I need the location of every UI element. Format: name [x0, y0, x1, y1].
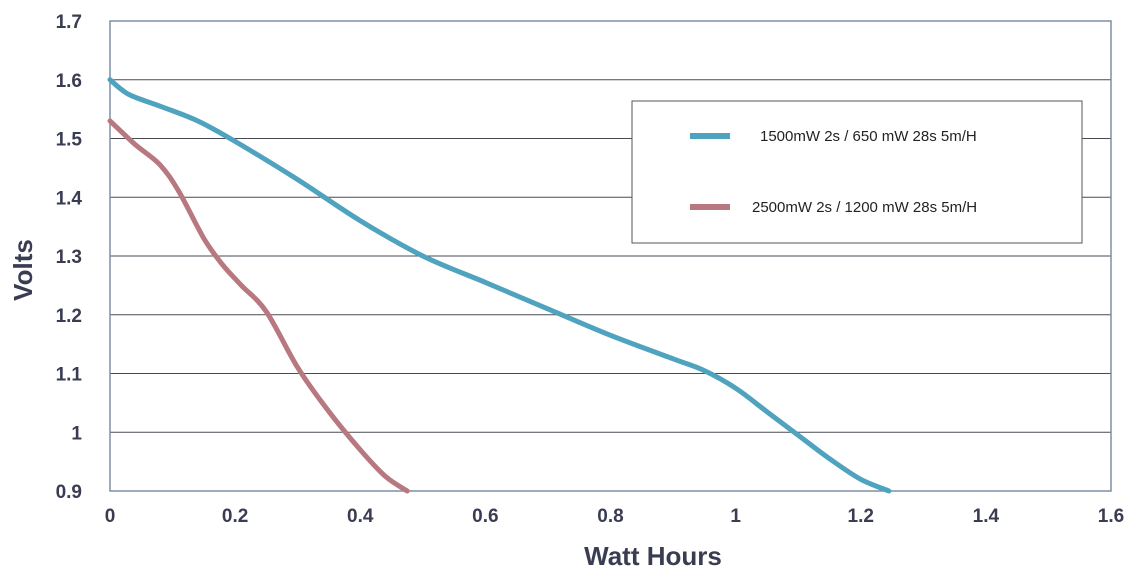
series-lines — [107, 77, 892, 494]
legend-box — [631, 100, 1083, 244]
plot-area-frame — [109, 20, 1112, 492]
x-tick-label: 1 — [730, 506, 741, 527]
y-tick-label: 1 — [71, 423, 82, 444]
y-axis-ticks: 0.9 1 1.1 1.2 1.3 1.4 1.5 1.6 1.7 — [56, 12, 83, 503]
legend-label-series-2: 2500mW 2s / 1200 mW 28s 5m/H — [752, 199, 977, 216]
y-axis-title: Volts — [8, 239, 38, 301]
y-tick-label: 1.2 — [56, 306, 82, 327]
x-tick-label: 0.2 — [222, 506, 248, 527]
series-line-2 — [107, 118, 410, 494]
legend: 1500mW 2s / 650 mW 28s 5m/H 2500mW 2s / … — [631, 100, 1083, 244]
y-tick-label: 1.6 — [56, 71, 82, 92]
grid-lines — [110, 20, 1111, 492]
x-axis-title: Watt Hours — [584, 541, 722, 570]
y-tick-label: 1.3 — [56, 247, 82, 268]
x-tick-label: 0.4 — [347, 506, 374, 527]
y-tick-label: 1.4 — [56, 188, 83, 209]
x-axis-ticks: 0 0.2 0.4 0.6 0.8 1 1.2 1.4 1.6 — [105, 506, 1125, 527]
legend-label-series-1: 1500mW 2s / 650 mW 28s 5m/H — [760, 128, 977, 145]
x-tick-label: 1.6 — [1098, 506, 1124, 527]
y-tick-label: 1.7 — [56, 12, 82, 33]
x-tick-label: 1.4 — [973, 506, 1000, 527]
series-line-1 — [107, 77, 892, 494]
y-tick-label: 1.5 — [56, 130, 83, 151]
x-tick-label: 0.8 — [597, 506, 623, 527]
x-tick-label: 0 — [105, 506, 116, 527]
x-tick-label: 0.6 — [472, 506, 498, 527]
x-tick-label: 1.2 — [848, 506, 874, 527]
y-tick-label: 1.1 — [56, 365, 83, 386]
y-tick-label: 0.9 — [56, 482, 82, 503]
